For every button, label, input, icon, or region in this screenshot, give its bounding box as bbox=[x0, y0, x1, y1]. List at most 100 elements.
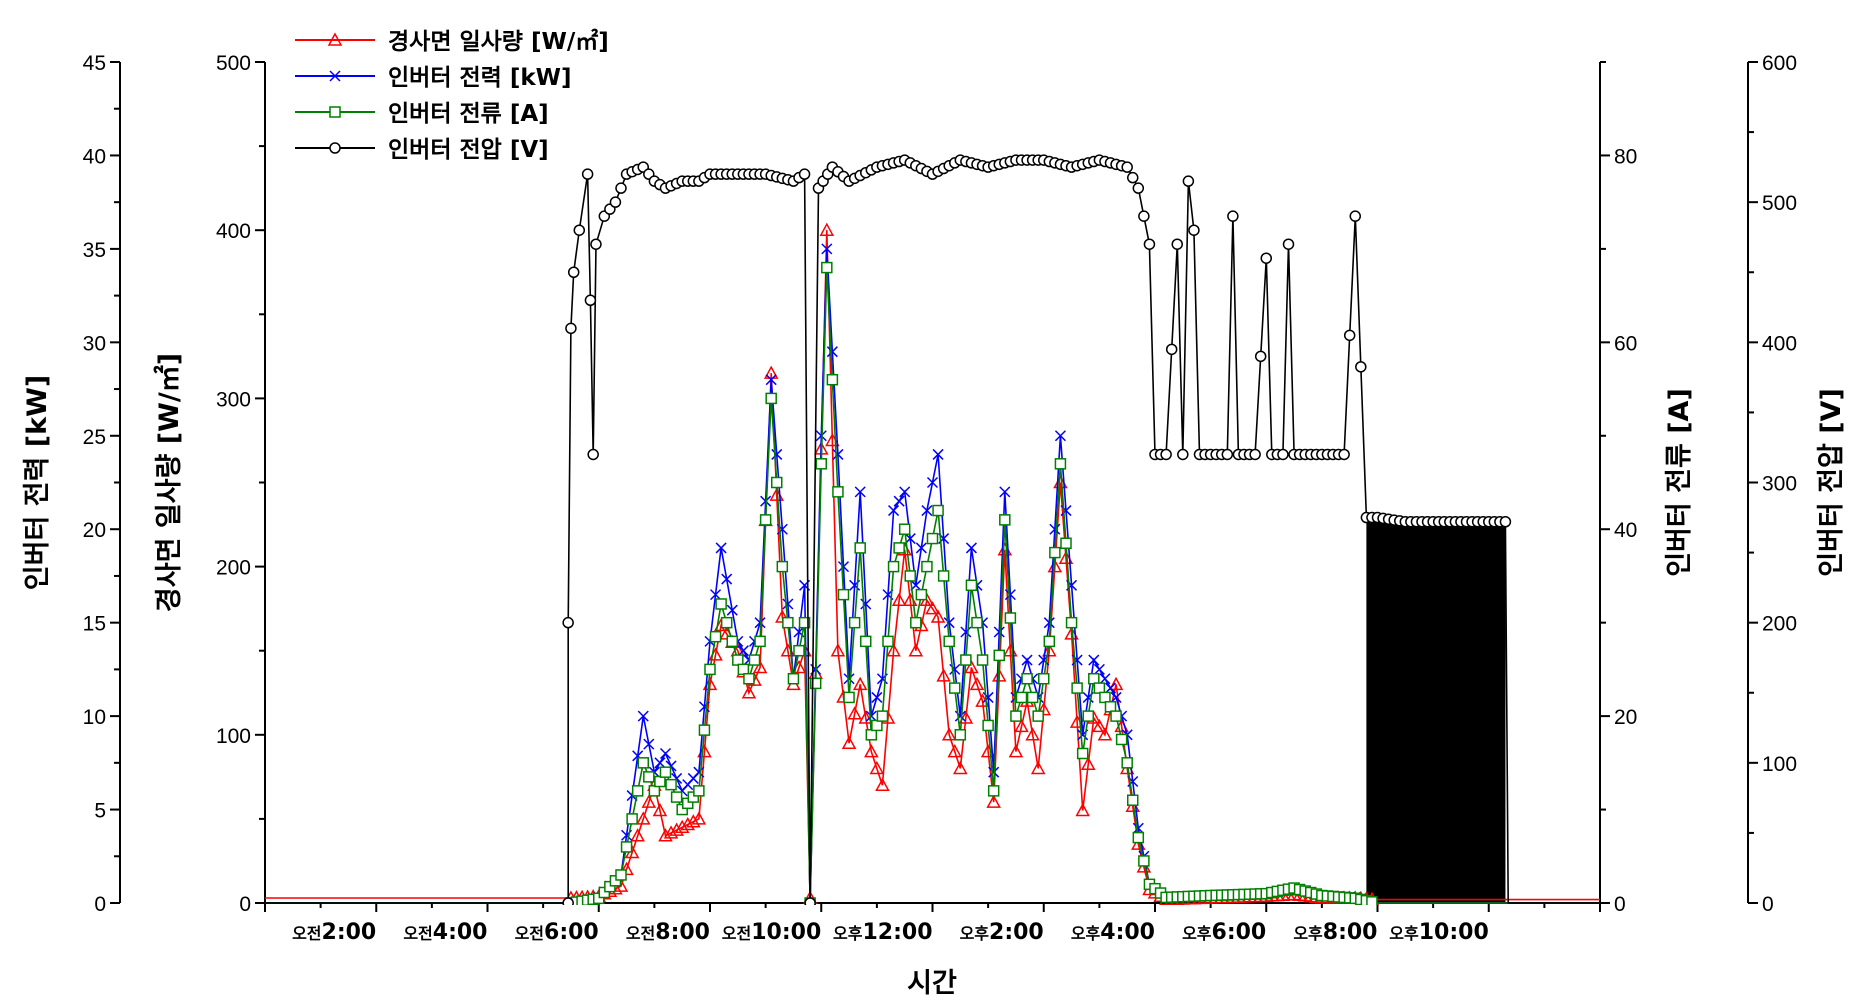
voltage-marker bbox=[1499, 515, 1512, 528]
voltage-marker bbox=[562, 897, 574, 905]
power-marker bbox=[865, 710, 877, 722]
current-tick-label: 40 bbox=[1614, 519, 1637, 542]
current-marker bbox=[776, 560, 789, 573]
voltage-marker bbox=[804, 897, 816, 905]
irradiance-marker bbox=[886, 643, 901, 657]
current-marker bbox=[637, 757, 649, 769]
power-marker bbox=[737, 645, 749, 657]
irradiance-marker bbox=[630, 828, 645, 842]
current-marker bbox=[793, 644, 805, 657]
current-marker bbox=[893, 542, 905, 554]
current-marker bbox=[659, 766, 672, 778]
power-marker bbox=[771, 448, 783, 460]
current-marker bbox=[620, 841, 633, 853]
current-marker bbox=[787, 672, 800, 685]
voltage-marker bbox=[562, 616, 574, 629]
voltage-marker bbox=[1138, 210, 1150, 222]
irradiance-marker bbox=[947, 744, 963, 758]
plot-area bbox=[265, 154, 1600, 905]
current-marker bbox=[1132, 831, 1145, 844]
irradiance-marker bbox=[658, 828, 673, 842]
irradiance-marker bbox=[969, 676, 985, 691]
irradiance-marker bbox=[663, 825, 679, 839]
irradiance-marker bbox=[953, 760, 968, 775]
current-tick-label: 60 bbox=[1614, 332, 1637, 355]
legend-marker bbox=[329, 142, 341, 154]
current-marker bbox=[1043, 635, 1056, 648]
current-tick-label: 80 bbox=[1614, 145, 1637, 168]
current-marker bbox=[720, 616, 733, 629]
irradiance-marker bbox=[847, 706, 862, 720]
voltage-marker bbox=[1171, 238, 1183, 250]
power-marker bbox=[710, 589, 722, 601]
power-marker bbox=[715, 542, 727, 554]
power-marker bbox=[965, 542, 977, 554]
current-tick-label: 20 bbox=[1614, 706, 1637, 729]
current-marker bbox=[754, 635, 766, 648]
current-marker bbox=[743, 672, 755, 685]
power-marker bbox=[654, 757, 666, 769]
voltage-marker bbox=[1127, 171, 1139, 184]
current-marker bbox=[860, 635, 872, 648]
current-marker bbox=[1015, 691, 1028, 704]
voltage-marker bbox=[1282, 238, 1295, 250]
power-marker bbox=[821, 243, 833, 255]
power-marker bbox=[643, 738, 655, 750]
power-marker bbox=[760, 495, 772, 507]
current-marker bbox=[910, 616, 922, 629]
legend-item: 인버터 전력 [kW] bbox=[295, 65, 572, 91]
current-marker bbox=[1121, 757, 1133, 769]
current-marker bbox=[631, 785, 644, 797]
irradiance-marker bbox=[1097, 727, 1113, 741]
legend: 경사면 일사량 [W/㎡] 인버터 전력 [kW] 인버터 전류 [A] 인버터 전압… bbox=[295, 28, 609, 163]
current-marker bbox=[1038, 672, 1050, 685]
voltage-marker bbox=[584, 294, 597, 307]
current-marker bbox=[782, 616, 794, 629]
voltage-marker bbox=[1188, 224, 1200, 236]
current-tick-label: 0 bbox=[1614, 893, 1626, 916]
power-marker bbox=[1088, 654, 1100, 666]
irradiance-marker bbox=[652, 802, 668, 817]
current-marker bbox=[771, 476, 783, 489]
irradiance-marker bbox=[930, 609, 946, 623]
power-marker bbox=[1054, 430, 1066, 442]
current-marker bbox=[960, 654, 972, 666]
x-tick-label: 오전2:00 bbox=[292, 920, 376, 945]
current-marker bbox=[965, 579, 978, 592]
power-tick-label: 15 bbox=[83, 613, 106, 636]
current-marker bbox=[1010, 710, 1022, 722]
current-marker bbox=[1082, 710, 1094, 722]
irradiance-marker bbox=[875, 777, 890, 792]
irradiance-marker bbox=[891, 592, 907, 606]
voltage-marker bbox=[1182, 175, 1195, 187]
voltage-tick-label: 600 bbox=[1762, 52, 1797, 75]
current-marker bbox=[665, 778, 677, 791]
axis-titles: 시간 bbox=[907, 968, 957, 999]
power-tick-label: 40 bbox=[83, 145, 106, 168]
irradiance-axis-title: 경사면 일사량 [W/㎡] bbox=[153, 353, 185, 612]
current-marker bbox=[715, 598, 727, 610]
power-tick-label: 45 bbox=[83, 52, 106, 75]
current-marker bbox=[737, 663, 750, 676]
current-marker bbox=[798, 616, 811, 629]
irradiance-marker bbox=[752, 659, 768, 674]
voltage-marker bbox=[1355, 361, 1367, 373]
current-marker bbox=[976, 654, 989, 666]
irradiance-marker bbox=[686, 814, 701, 828]
current-marker bbox=[943, 635, 955, 648]
power-marker bbox=[943, 617, 955, 629]
power-marker bbox=[693, 766, 705, 778]
power-tick-label: 20 bbox=[83, 519, 106, 542]
irradiance-marker bbox=[925, 601, 940, 615]
current-marker bbox=[732, 654, 744, 666]
current-marker bbox=[887, 560, 900, 573]
irradiance-marker bbox=[936, 668, 951, 682]
voltage-marker bbox=[1343, 329, 1356, 342]
x-tick-label: 오후2:00 bbox=[960, 920, 1044, 945]
power-marker bbox=[754, 617, 766, 629]
legend-label: 경사면 일사량 [W/㎡] bbox=[388, 28, 609, 55]
voltage-tick-label: 200 bbox=[1762, 613, 1797, 636]
voltage-marker bbox=[1227, 210, 1239, 222]
